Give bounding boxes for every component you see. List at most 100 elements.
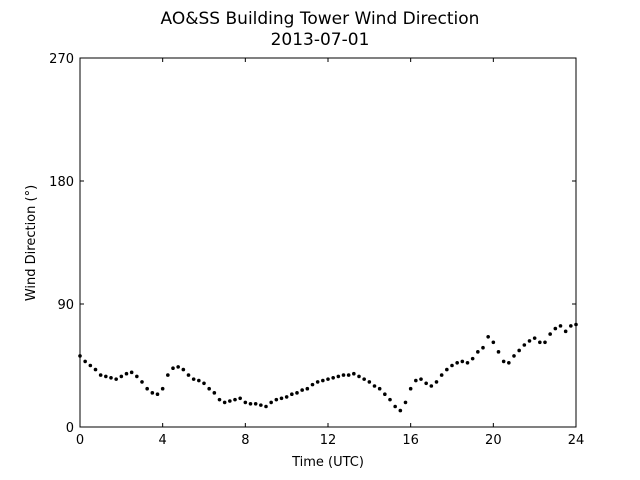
point — [408, 386, 413, 391]
point — [486, 335, 490, 339]
point — [574, 322, 578, 327]
x-tick-label: 20 — [485, 433, 502, 448]
point — [290, 392, 294, 397]
point — [336, 374, 341, 379]
point — [238, 396, 242, 401]
point — [326, 377, 330, 381]
y-axis-label: Wind Direction (°) — [24, 185, 39, 301]
point — [78, 354, 82, 358]
point — [83, 359, 87, 364]
point — [414, 378, 418, 383]
point — [284, 395, 289, 399]
point — [481, 345, 485, 350]
point — [274, 397, 279, 402]
point — [145, 386, 149, 391]
point — [362, 377, 366, 381]
x-tick-label: 12 — [320, 433, 337, 448]
point — [393, 404, 397, 409]
point — [352, 371, 356, 376]
point — [512, 354, 516, 358]
point — [259, 403, 263, 407]
point — [88, 363, 93, 368]
chart-title: AO&SS Building Tower Wind Direction — [161, 9, 480, 29]
point — [558, 324, 563, 328]
point — [310, 382, 315, 387]
x-tick-label: 16 — [402, 433, 419, 448]
point — [424, 381, 428, 386]
point — [295, 391, 299, 395]
point — [202, 381, 206, 386]
point — [522, 343, 527, 347]
point — [434, 380, 439, 384]
point — [212, 391, 217, 395]
x-tick-label: 24 — [568, 433, 585, 448]
point — [548, 332, 552, 336]
point — [197, 378, 201, 383]
point — [321, 378, 325, 383]
plot-frame — [79, 57, 577, 428]
point — [341, 373, 346, 377]
point — [372, 384, 377, 388]
point — [527, 339, 532, 343]
point — [160, 386, 165, 391]
point — [186, 373, 191, 377]
point — [357, 374, 361, 379]
point — [331, 376, 335, 380]
point — [507, 360, 511, 365]
point — [228, 399, 232, 403]
y-tick-label: 270 — [49, 52, 74, 67]
x-tick-label: 0 — [76, 433, 84, 448]
point — [563, 329, 568, 334]
point — [305, 386, 310, 391]
point — [465, 360, 470, 365]
point — [346, 373, 351, 377]
point — [315, 380, 320, 384]
point — [207, 386, 211, 391]
point — [119, 374, 124, 379]
point — [279, 396, 284, 401]
point — [176, 365, 180, 369]
point — [114, 377, 118, 381]
x-tick-label: 8 — [241, 433, 249, 448]
point — [233, 397, 237, 402]
point — [248, 401, 253, 406]
point — [569, 324, 573, 328]
point — [129, 370, 134, 375]
point — [538, 340, 542, 345]
point — [109, 376, 113, 380]
point — [150, 391, 155, 395]
point — [191, 377, 196, 381]
point — [553, 326, 558, 331]
point — [445, 367, 449, 372]
point — [491, 340, 496, 345]
point — [155, 392, 160, 397]
point — [264, 404, 268, 409]
point — [300, 388, 304, 392]
point — [439, 373, 444, 377]
point — [253, 401, 258, 406]
point — [476, 350, 480, 354]
point — [388, 397, 392, 402]
point — [470, 356, 475, 361]
point — [217, 397, 222, 402]
y-tick-label: 90 — [57, 298, 74, 313]
point — [429, 384, 434, 388]
point — [243, 400, 248, 405]
point — [450, 363, 454, 368]
y-tick-label: 0 — [66, 421, 74, 436]
point — [419, 377, 423, 381]
point — [398, 408, 403, 413]
point — [269, 400, 273, 405]
point — [222, 400, 227, 405]
point — [377, 386, 382, 391]
point — [455, 360, 459, 365]
point — [166, 373, 170, 377]
point — [135, 374, 139, 379]
point — [517, 348, 521, 353]
point — [501, 359, 506, 364]
point — [171, 366, 175, 371]
point — [367, 380, 372, 384]
point — [98, 373, 103, 377]
chart-subtitle: 2013-07-01 — [271, 30, 370, 50]
